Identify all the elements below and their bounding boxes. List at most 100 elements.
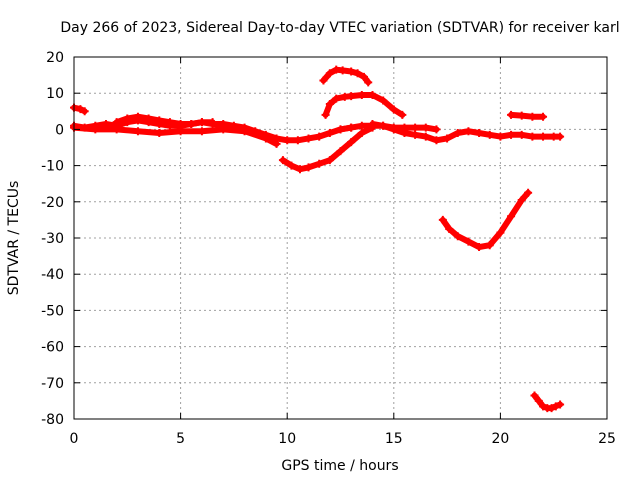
data-point <box>347 67 356 76</box>
data-point <box>485 241 494 250</box>
data-point <box>304 134 313 143</box>
y-tick-label: -60 <box>41 340 64 356</box>
data-point <box>112 118 121 127</box>
x-tick-label: 0 <box>70 431 79 447</box>
series-line <box>322 92 406 118</box>
data-point <box>357 91 366 100</box>
data-point <box>338 66 347 75</box>
data-point <box>332 94 341 103</box>
series-arc-9 <box>368 119 565 145</box>
data-point <box>304 163 313 172</box>
series-arc-4 <box>112 112 217 128</box>
data-point <box>165 118 174 127</box>
data-point <box>293 136 302 145</box>
x-tick-label: 25 <box>598 431 616 447</box>
data-point <box>208 118 217 127</box>
data-point <box>475 129 484 138</box>
y-tick-label: -70 <box>41 376 64 392</box>
data-point <box>76 105 85 114</box>
data-point <box>357 121 366 130</box>
data-point <box>295 165 304 174</box>
data-point <box>347 123 356 132</box>
data-point <box>379 121 388 130</box>
data-point <box>528 132 537 141</box>
series-arc-7 <box>321 91 407 119</box>
data-point <box>496 132 505 141</box>
data-point <box>176 127 185 136</box>
data-point <box>368 91 377 100</box>
data-point <box>321 110 330 119</box>
data-point <box>197 118 206 127</box>
data-point <box>517 195 526 204</box>
data-point <box>539 402 548 411</box>
data-point <box>272 139 281 148</box>
data-point <box>219 125 228 134</box>
data-point <box>432 136 441 145</box>
data-point <box>485 130 494 139</box>
data-point <box>283 136 292 145</box>
data-point <box>315 159 324 168</box>
data-point <box>547 404 556 413</box>
series-arc-12 <box>530 391 565 413</box>
data-point <box>357 129 366 138</box>
x-tick-label: 20 <box>491 431 509 447</box>
data-point <box>445 224 454 233</box>
x-axis-label: GPS time / hours <box>281 458 398 474</box>
y-tick-label: -10 <box>41 159 64 175</box>
x-tick-label: 15 <box>385 431 403 447</box>
data-point <box>453 129 462 138</box>
data-point <box>144 114 153 123</box>
series-arc-5 <box>278 123 377 174</box>
data-point <box>133 112 142 121</box>
data-point <box>507 212 516 221</box>
data-point <box>325 156 334 165</box>
data-point <box>91 125 100 134</box>
y-axis-label: SDTVAR / TECUs <box>6 181 22 296</box>
data-point <box>432 125 441 134</box>
data-point <box>556 400 565 409</box>
data-point <box>315 132 324 141</box>
data-point <box>411 123 420 132</box>
data-point <box>556 132 565 141</box>
data-point <box>176 119 185 128</box>
y-tick-label: -40 <box>41 267 64 283</box>
data-point <box>389 125 398 134</box>
y-tick-label: 20 <box>46 50 64 66</box>
chart-title: Day 266 of 2023, Sidereal Day-to-day VTE… <box>60 20 619 36</box>
data-point <box>187 119 196 128</box>
data-point <box>400 129 409 138</box>
data-point <box>507 110 516 119</box>
data-point <box>464 127 473 136</box>
data-point <box>507 130 516 139</box>
y-tick-label: 0 <box>55 122 64 138</box>
data-point <box>539 112 548 121</box>
data-point <box>197 127 206 136</box>
data-point <box>398 110 407 119</box>
data-point <box>347 138 356 147</box>
data-point <box>517 111 526 120</box>
series-arc-10 <box>507 110 548 121</box>
data-point <box>325 69 334 78</box>
data-point <box>336 147 345 156</box>
data-point <box>496 228 505 237</box>
data-point <box>336 125 345 134</box>
data-point <box>325 129 334 138</box>
series-line <box>113 113 216 127</box>
data-point <box>539 132 548 141</box>
y-tick-label: 10 <box>46 86 64 102</box>
data-point <box>319 76 328 85</box>
data-point <box>80 107 89 116</box>
data-point <box>464 237 473 246</box>
data-point <box>155 116 164 125</box>
data-point <box>421 123 430 132</box>
data-point <box>453 232 462 241</box>
series-line <box>508 111 546 120</box>
y-tick-label: -50 <box>41 303 64 319</box>
data-point <box>411 130 420 139</box>
series-line <box>439 189 532 251</box>
data-point <box>240 127 249 136</box>
data-point <box>347 92 356 101</box>
data-point <box>325 100 334 109</box>
y-tick-label: -30 <box>41 231 64 247</box>
